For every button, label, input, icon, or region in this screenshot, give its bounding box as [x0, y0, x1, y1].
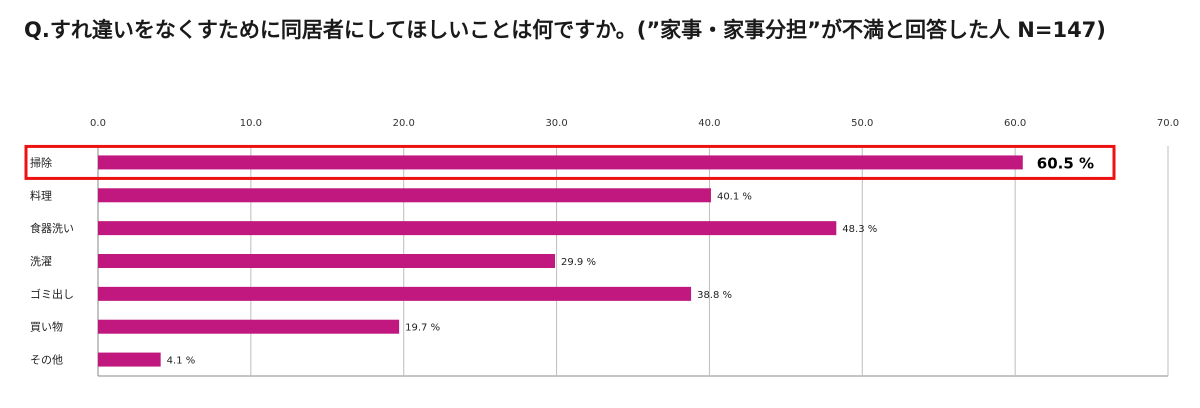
x-tick-label: 0.0	[90, 118, 106, 129]
bar	[98, 352, 161, 367]
value-label: 19.7 %	[405, 323, 440, 334]
category-label: 料理	[30, 188, 52, 202]
value-label: 48.3 %	[842, 224, 877, 235]
value-label: 40.1 %	[717, 191, 752, 202]
bar	[98, 319, 400, 334]
bar	[98, 221, 837, 236]
bar	[98, 286, 692, 301]
value-label: 60.5 %	[1037, 154, 1094, 172]
bars	[98, 155, 1023, 367]
bar	[98, 188, 711, 203]
x-tick-label: 10.0	[240, 118, 262, 129]
x-axis-ticks: 0.0 10.0 20.0 30.0 40.0 50.0 60.0 70.0	[90, 118, 1179, 129]
x-tick-label: 30.0	[545, 118, 567, 129]
bar	[98, 155, 1023, 170]
category-label: 買い物	[30, 320, 63, 334]
value-labels: 60.5 % 40.1 % 48.3 % 29.9 % 38.8 % 19.7 % 4.1 …	[167, 154, 1094, 366]
value-label: 4.1 %	[167, 356, 196, 367]
highlight-box	[24, 144, 1116, 180]
chart-title: Q.すれ違いをなくすために同居者にしてほしいことは何ですか。(”家事・家事分担”…	[24, 18, 1106, 42]
category-label: 食器洗い	[30, 221, 74, 235]
value-label: 38.8 %	[697, 290, 732, 301]
x-tick-label: 70.0	[1157, 118, 1179, 129]
category-label: ゴミ出し	[30, 287, 74, 301]
highlight-box-layer	[24, 144, 1116, 180]
value-label: 29.9 %	[561, 257, 596, 268]
category-label: その他	[30, 354, 63, 367]
x-tick-label: 40.0	[698, 118, 720, 129]
x-tick-label: 20.0	[393, 118, 415, 129]
category-label: 掃除	[30, 155, 52, 169]
category-label: 洗濯	[30, 255, 52, 268]
x-tick-label: 50.0	[851, 118, 873, 129]
bar	[98, 254, 556, 268]
x-tick-label: 60.0	[1004, 118, 1026, 129]
